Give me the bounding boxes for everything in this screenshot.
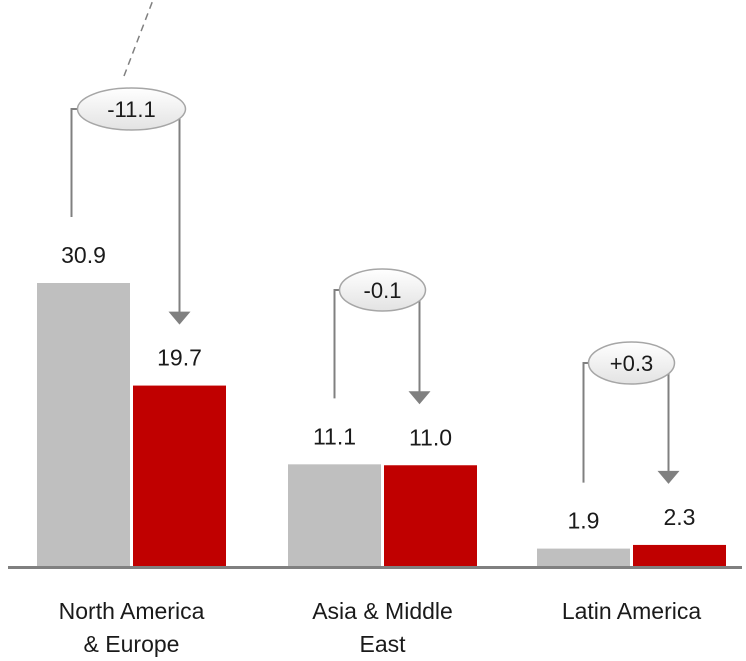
dashed-connector-line: [123, 0, 154, 77]
category-label-line-0-0: North America: [59, 598, 205, 624]
category-label-line-0-1: & Europe: [84, 631, 180, 657]
bar-series1-2: [537, 548, 630, 566]
value-label-series1-2: 1.9: [568, 508, 600, 534]
value-label-series1-1: 11.1: [313, 423, 356, 449]
change-label-1: -0.1: [364, 278, 402, 303]
change-arrow-head-1: [408, 391, 431, 405]
bar-series1-0: [37, 283, 130, 566]
change-arrow-line-0: [70, 108, 181, 313]
bar-series2-1: [384, 465, 477, 566]
category-label-line-1-1: East: [359, 631, 406, 657]
value-label-series2-0: 19.7: [157, 345, 202, 371]
bar-series2-2: [633, 544, 726, 566]
value-label-series2-1: 11.0: [409, 424, 452, 450]
change-bubble-0: [76, 87, 187, 131]
category-label-0: North America & Europe: [59, 598, 205, 657]
change-bubble-1: [338, 268, 427, 312]
change-arrow-head-0: [168, 311, 191, 325]
bar-series2-0: [133, 385, 226, 566]
change-bubble-2: [587, 341, 676, 385]
category-label-2: Latin America: [562, 598, 702, 624]
change-label-0: -11.1: [107, 97, 156, 122]
value-label-series2-2: 2.3: [664, 504, 696, 530]
bar-series1-1: [288, 464, 381, 566]
change-arrow-head-2: [657, 470, 680, 484]
category-label-1: Asia & Middle East: [312, 598, 453, 657]
category-label-line-2-0: Latin America: [562, 598, 702, 624]
value-label-series1-0: 30.9: [61, 242, 106, 268]
category-label-line-1-0: Asia & Middle: [312, 598, 453, 624]
change-label-2: +0.3: [610, 351, 653, 376]
